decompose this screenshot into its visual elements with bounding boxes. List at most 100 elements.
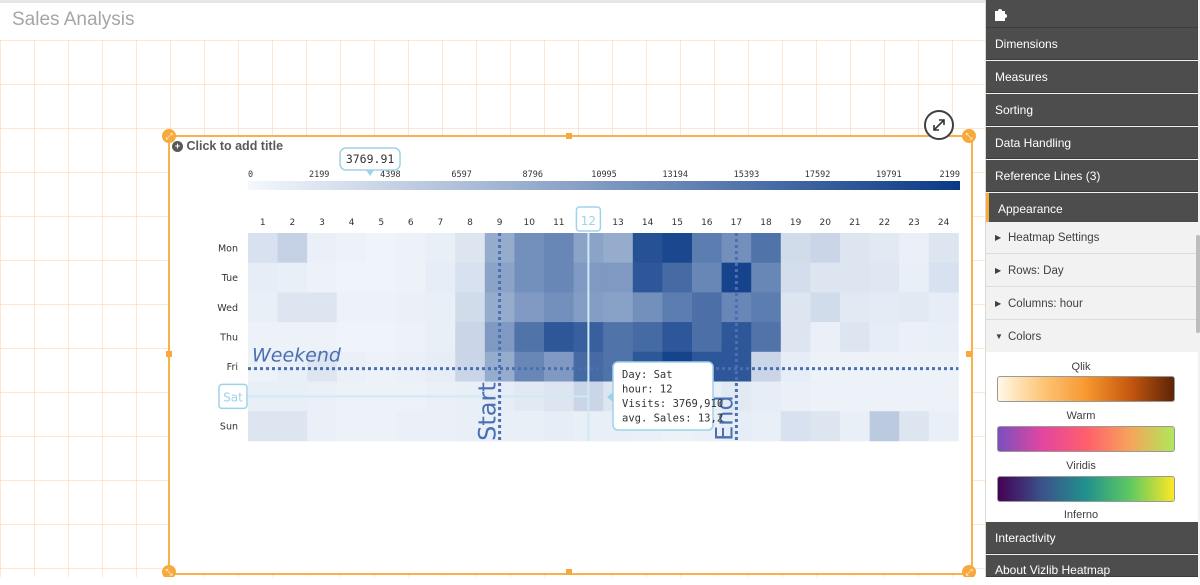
heatmap-cell	[396, 411, 426, 442]
heatmap-cell	[810, 233, 841, 264]
heatmap-cell	[928, 411, 959, 442]
scheme-qlik-swatch[interactable]	[997, 376, 1175, 402]
section-interactivity[interactable]: Interactivity	[986, 522, 1198, 554]
row-label: Fri	[227, 362, 238, 373]
heatmap-cell	[396, 233, 426, 264]
item-rows-day[interactable]: ▶ Rows: Day	[986, 255, 1198, 287]
column-label: 7	[438, 218, 444, 228]
row-label: Mon	[218, 243, 238, 254]
heatmap-cell	[336, 351, 367, 382]
column-label: 5	[378, 218, 384, 228]
heatmap-cell	[840, 292, 870, 323]
column-label: 20	[819, 218, 831, 228]
heatmap-cell	[780, 262, 811, 293]
resize-handle-top-left[interactable]: ⤢	[162, 129, 176, 143]
scheme-viridis-swatch[interactable]	[997, 476, 1175, 502]
resize-handle-bottom-right[interactable]: ⤢	[962, 565, 976, 577]
heatmap-cell	[544, 411, 574, 442]
expand-button[interactable]	[924, 110, 954, 140]
heatmap-cell	[514, 322, 545, 353]
caret-right-icon: ▶	[995, 266, 1002, 275]
column-label: 13	[612, 218, 623, 228]
heatmap-cell	[248, 233, 278, 264]
heatmap-cell	[810, 262, 841, 293]
heatmap-cell	[662, 322, 693, 353]
heatmap-cell	[751, 233, 782, 264]
heatmap-cell	[425, 322, 456, 353]
heatmap-cell	[544, 292, 574, 323]
heatmap-chart[interactable]: 0 2199 4398 6597 8796 10995 13194 15393 17592 197…	[0, 0, 985, 577]
legend-tick-label: 6597	[451, 170, 471, 180]
heatmap-cell	[277, 292, 308, 323]
heatmap-cell	[632, 322, 663, 353]
heatmap-cell	[514, 292, 545, 323]
section-measures[interactable]: Measures	[986, 61, 1198, 93]
heatmap-cell	[810, 351, 841, 382]
resize-handle-top-right[interactable]: ⤡	[962, 129, 976, 143]
item-columns-hour[interactable]: ▶ Columns: hour	[986, 288, 1198, 320]
heatmap-cell	[455, 233, 486, 264]
heatmap-cell	[277, 233, 308, 264]
heatmap-cell	[662, 262, 693, 293]
heatmap-cell	[336, 322, 367, 353]
column-label: 17	[731, 218, 742, 228]
row-label: Tue	[221, 273, 238, 284]
section-data-handling[interactable]: Data Handling	[986, 127, 1198, 159]
heatmap-cell	[544, 262, 574, 293]
legend-tick-label: 0	[248, 170, 253, 180]
item-heatmap-settings[interactable]: ▶ Heatmap Settings	[986, 222, 1198, 254]
heatmap-cell	[780, 292, 811, 323]
heatmap-cell	[810, 292, 841, 323]
legend-pointer-label: 3769.91	[346, 152, 395, 166]
section-reference-lines[interactable]: Reference Lines (3)	[986, 160, 1198, 192]
resize-handle-top[interactable]	[566, 133, 572, 139]
heatmap-cell	[603, 233, 634, 264]
heatmap-cell	[514, 262, 545, 293]
heatmap-cell	[366, 322, 397, 353]
heatmap-cell	[780, 411, 811, 442]
heatmap-cell	[780, 233, 811, 264]
puzzle-icon	[995, 9, 1007, 21]
panel-scrollbar[interactable]	[1196, 235, 1200, 333]
heatmap-cell	[869, 351, 900, 382]
scheme-warm-swatch[interactable]	[997, 426, 1175, 452]
heatmap-cell	[425, 262, 456, 293]
heatmap-cell	[544, 351, 574, 382]
heatmap-cell	[396, 262, 426, 293]
item-colors[interactable]: ▼ Colors	[986, 321, 1198, 353]
heatmap-cell	[751, 262, 782, 293]
heatmap-cell	[248, 322, 278, 353]
add-title-link[interactable]: + Click to add title	[172, 139, 283, 153]
heatmap-cell	[307, 262, 338, 293]
heatmap-cell	[899, 292, 930, 323]
section-sorting[interactable]: Sorting	[986, 94, 1198, 126]
column-label: 8	[467, 218, 473, 228]
resize-handle-right[interactable]	[966, 351, 972, 357]
heatmap-cell	[840, 411, 870, 442]
heatmap-cell	[692, 292, 722, 323]
heatmap-cell	[248, 262, 278, 293]
legend-tick-label: 15393	[734, 170, 760, 180]
color-scheme-list: Qlik Warm Viridis Inferno	[986, 352, 1198, 522]
legend-tick-label: 17592	[805, 170, 831, 180]
section-about[interactable]: About Vizlib Heatmap	[986, 555, 1198, 577]
section-dimensions[interactable]: Dimensions	[986, 28, 1198, 60]
legend-tick-label: 13194	[662, 170, 688, 180]
top-edge	[0, 0, 985, 3]
section-appearance[interactable]: Appearance	[986, 193, 1198, 225]
add-title-icon: +	[172, 141, 183, 152]
resize-handle-left[interactable]	[166, 351, 172, 357]
resize-handle-bottom[interactable]	[566, 569, 572, 575]
column-label: 11	[553, 218, 564, 228]
heatmap-cell	[366, 233, 397, 264]
tooltip-arrow	[607, 392, 613, 402]
resize-handle-bottom-left[interactable]: ⤡	[162, 565, 176, 577]
heatmap-cell	[899, 233, 930, 264]
scheme-inferno-label: Inferno	[1063, 509, 1099, 521]
row-label: Sun	[220, 422, 238, 433]
heatmap-cell	[248, 411, 278, 442]
heatmap-cell	[396, 322, 426, 353]
reference-label-end: End	[710, 395, 738, 441]
expand-icon	[933, 119, 945, 131]
column-label: 18	[760, 218, 772, 228]
